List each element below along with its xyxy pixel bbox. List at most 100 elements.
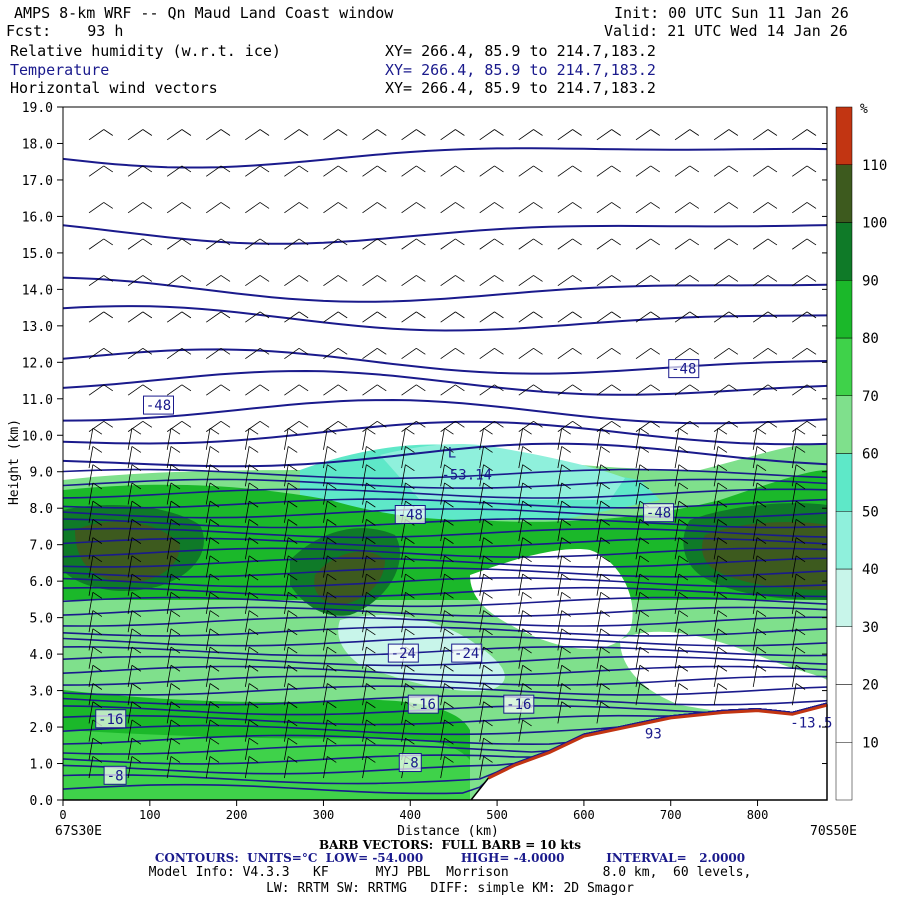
wind-barb-flag (298, 275, 309, 282)
wind-barb (752, 646, 758, 669)
wind-barb-flag (92, 737, 103, 745)
wind-barb (245, 165, 261, 177)
wind-barb-flag (483, 464, 493, 471)
wind-barb (283, 446, 289, 469)
wind-barb (596, 238, 612, 250)
wind-barb-flag (103, 129, 114, 136)
wind-barb (596, 537, 602, 560)
wind-barb-flag (600, 500, 610, 508)
wind-barb-flag (209, 555, 220, 563)
wind-barb (166, 610, 172, 633)
wind-barb (244, 665, 250, 688)
wind-barb-flag (170, 737, 181, 745)
wind-barb (440, 501, 445, 523)
wind-barb-flag (483, 555, 493, 563)
wind-barb-flag (806, 275, 817, 282)
wind-barb (557, 275, 573, 287)
wind-barb (518, 610, 524, 633)
wind-barb-flag (806, 348, 817, 355)
wind-barb (166, 628, 172, 651)
wind-barb (518, 428, 524, 450)
wind-barb (440, 165, 456, 177)
wind-barb-flag (767, 384, 778, 392)
wind-barb-flag (678, 683, 689, 690)
wind-barb (284, 420, 300, 432)
wind-barb (401, 574, 406, 596)
wind-barb (674, 683, 680, 706)
contour-label: -24 (391, 646, 416, 662)
wind-barb-flag (298, 420, 309, 428)
wind-barb (752, 665, 758, 688)
wind-barb (752, 464, 758, 487)
wind-barb-flag (259, 129, 270, 136)
isotherm (63, 305, 827, 332)
wind-barb-flag (483, 664, 493, 672)
x-tick-label: 700 (660, 808, 682, 822)
wind-barb-flag (103, 348, 114, 355)
wind-barb (283, 464, 289, 487)
wind-barb-flag (405, 591, 415, 599)
isotherm (63, 468, 827, 480)
wind-barb-flag (337, 202, 348, 209)
wind-barb (401, 202, 417, 214)
wind-barb (166, 646, 172, 669)
wind-barb (596, 482, 602, 505)
wind-barb (166, 202, 183, 214)
x-endpoint-left: 67S30E (55, 824, 102, 839)
colorbar-bin (835, 395, 853, 454)
y-tick-label: 3.0 (30, 685, 53, 700)
wind-barb (791, 683, 797, 706)
wind-barb (88, 537, 94, 560)
wind-barb-flag (248, 573, 259, 581)
wind-barb-flag (131, 701, 142, 709)
contour-label-box (407, 694, 439, 714)
wind-barb-flag (483, 628, 493, 636)
wind-barb-flag (220, 384, 231, 392)
wind-barb (401, 428, 406, 450)
wind-barb-flag (298, 348, 309, 355)
wind-barb (440, 683, 445, 706)
isotherm (63, 655, 827, 667)
wind-barb-flag (287, 464, 298, 471)
wind-barb-flag (600, 537, 610, 544)
wind-barb-flag (142, 348, 153, 355)
field-xy-wind: XY= 266.4, 85.9 to 214.7,183.2 (385, 79, 656, 97)
wind-barb (401, 311, 417, 323)
wind-barb-flag (287, 555, 298, 563)
wind-barb-flag (327, 719, 337, 727)
wind-barb-flag (600, 446, 610, 453)
wind-barb (283, 592, 289, 615)
wind-barb-flag (131, 683, 142, 690)
wind-barb (323, 719, 328, 742)
wind-barb-flag (92, 500, 103, 508)
y-tick-label: 2.0 (30, 721, 53, 736)
wind-barb (440, 202, 456, 214)
wind-barb-flag (756, 555, 767, 563)
wind-barb-flag (611, 348, 621, 355)
wind-barb-flag (678, 664, 689, 672)
wind-barb-flag (259, 165, 270, 173)
y-tick-label: 1.0 (30, 758, 53, 773)
wind-barb-flag (209, 756, 220, 763)
wind-barb (323, 311, 339, 323)
wind-barb (323, 610, 328, 633)
wind-barb-flag (131, 628, 142, 636)
wind-barb (205, 683, 211, 706)
wind-barb (362, 555, 367, 578)
wind-barb (205, 738, 211, 760)
wind-barb-flag (170, 500, 181, 508)
wind-barb-flag (494, 202, 504, 209)
wind-barb (127, 482, 133, 505)
y-tick-label: 7.0 (30, 539, 53, 554)
wind-barb (127, 683, 133, 706)
wind-barb-flag (561, 482, 571, 490)
wind-barb (205, 719, 211, 742)
wind-barb-flag (650, 275, 660, 282)
wind-barb (362, 610, 367, 633)
wind-barb-flag (756, 664, 767, 672)
wind-barb (713, 537, 719, 560)
colorbar-bin (835, 164, 853, 223)
wind-barb (752, 428, 758, 450)
wind-barb-flag (600, 464, 610, 471)
wind-barb (244, 610, 250, 633)
